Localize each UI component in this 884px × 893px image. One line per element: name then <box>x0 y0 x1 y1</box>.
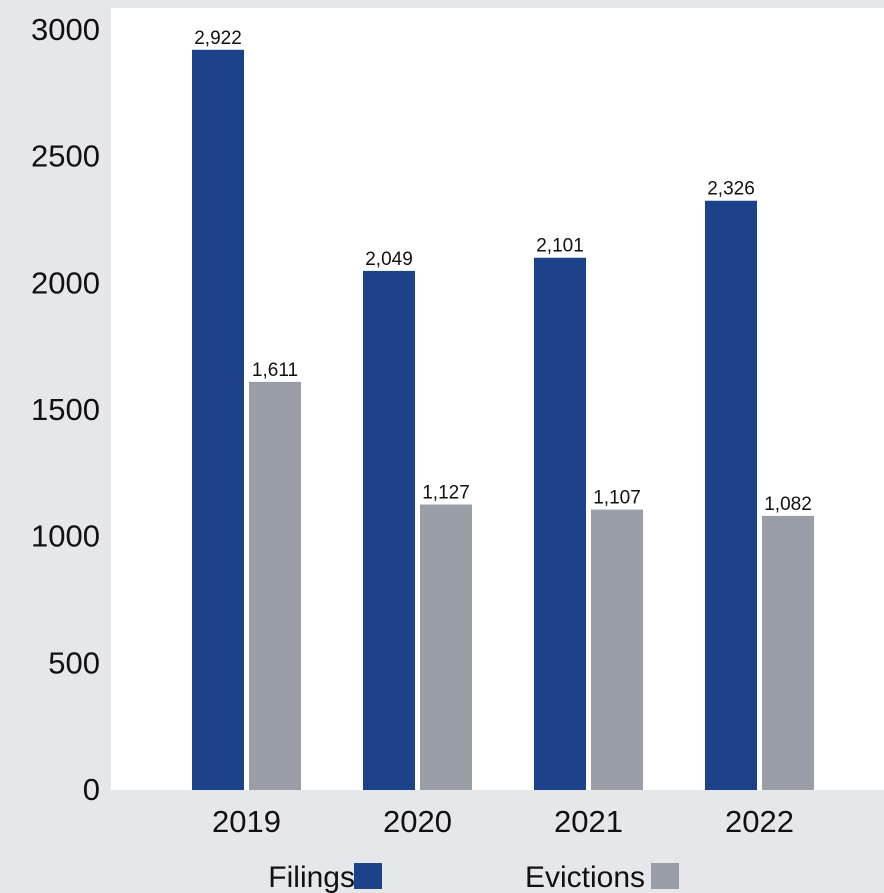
legend-label-filings: Filings <box>268 861 355 893</box>
bar-evictions-2020 <box>420 504 472 790</box>
data-label: 2,922 <box>194 28 242 49</box>
data-label: 2,326 <box>707 179 755 200</box>
bar-filings-2021 <box>534 257 586 790</box>
data-label: 1,611 <box>252 360 298 381</box>
x-tick-label: 2020 <box>383 804 452 839</box>
bars: 2,922 1,611 2,049 1,127 2,101 1,107 2,326 1,082 <box>192 28 814 790</box>
x-tick-label: 2021 <box>554 804 623 839</box>
bar-evictions-2022 <box>762 515 814 790</box>
bar-filings-2022 <box>705 200 757 790</box>
y-tick-label: 3000 <box>31 12 100 47</box>
data-label: 1,082 <box>764 494 812 515</box>
legend-swatch-filings <box>354 863 382 889</box>
y-tick-label: 2000 <box>31 265 100 300</box>
y-tick-label: 1500 <box>31 392 100 427</box>
x-tick-label: 2022 <box>725 804 794 839</box>
x-axis: 2019 2020 2021 2022 <box>212 804 794 839</box>
y-tick-label: 1000 <box>31 519 100 554</box>
bar-evictions-2019 <box>249 381 301 790</box>
data-label: 2,049 <box>365 249 413 270</box>
x-tick-label: 2019 <box>212 804 281 839</box>
data-label: 1,127 <box>422 482 470 503</box>
legend-label-evictions: Evictions <box>525 861 645 893</box>
bar-filings-2020 <box>363 270 415 790</box>
bar-evictions-2021 <box>591 509 643 790</box>
legend: Filings Evictions <box>268 861 679 893</box>
legend-swatch-evictions <box>651 863 679 889</box>
data-label: 2,101 <box>536 236 584 257</box>
bar-filings-2019 <box>192 49 244 790</box>
y-tick-label: 500 <box>48 645 100 680</box>
y-tick-label: 2500 <box>31 139 100 174</box>
y-axis: 0 500 1000 1500 2000 2500 3000 <box>31 12 100 807</box>
data-label: 1,107 <box>593 488 641 509</box>
y-tick-label: 0 <box>83 772 100 807</box>
